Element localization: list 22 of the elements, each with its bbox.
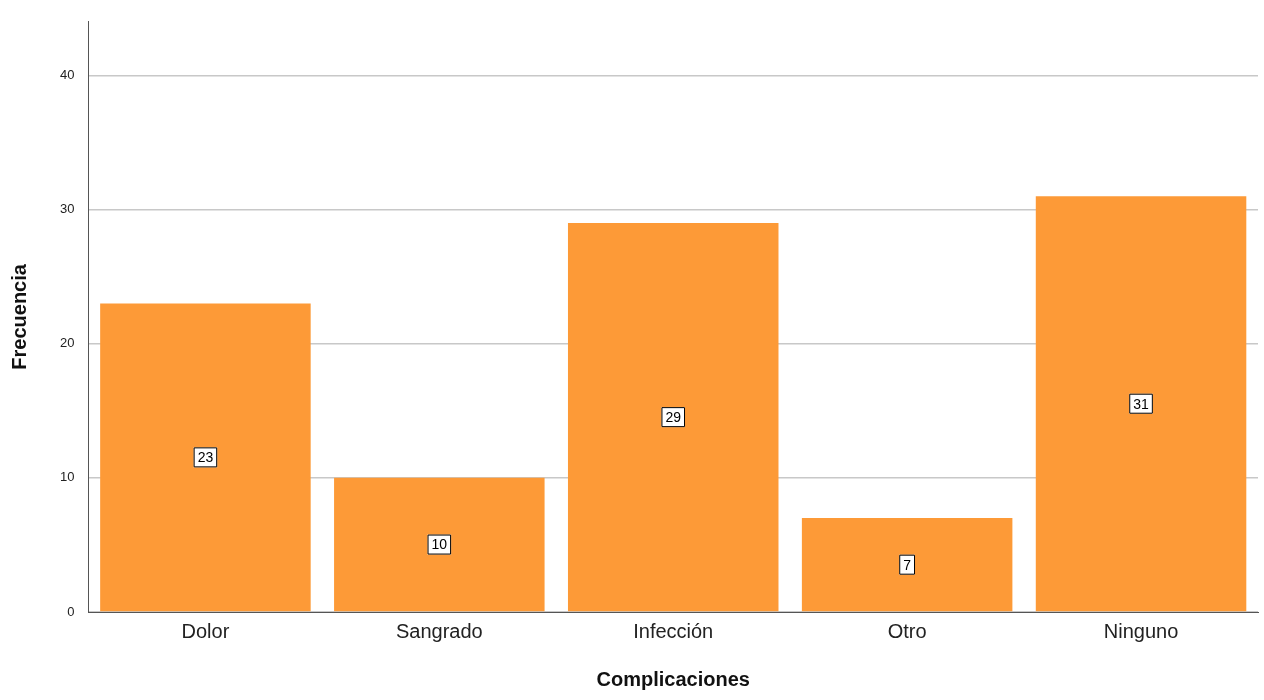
x-tick-label: Otro — [887, 619, 927, 642]
data-label: 29 — [665, 408, 682, 425]
data-label: 7 — [903, 556, 912, 573]
y-tick-label: 30 — [59, 201, 75, 217]
bar — [801, 518, 1013, 612]
bar — [334, 477, 545, 612]
data-label: 23 — [197, 449, 214, 466]
x-tick-label: Ninguno — [1103, 619, 1179, 642]
y-tick-label: 20 — [59, 335, 75, 351]
x-tick-label: Dolor — [181, 619, 230, 642]
x-axis-title: Complicaciones — [596, 667, 750, 690]
data-label: 31 — [1133, 395, 1150, 412]
y-tick-label: 40 — [59, 67, 75, 83]
x-tick-label: Sangrado — [395, 619, 483, 642]
y-axis-title: Frecuencia — [7, 263, 30, 370]
data-label: 10 — [431, 536, 448, 553]
bar — [100, 303, 311, 612]
y-tick-label: 0 — [67, 603, 75, 619]
x-tick-label: Infección — [633, 619, 714, 642]
bar — [1035, 196, 1247, 612]
bar — [567, 223, 779, 612]
y-tick-label: 10 — [59, 469, 75, 485]
